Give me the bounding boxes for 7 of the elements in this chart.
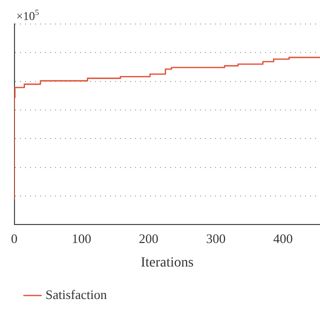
x-tick-label: 100 (72, 230, 92, 246)
x-axis-title: Iterations (140, 255, 194, 270)
legend-label: Satisfaction (46, 286, 108, 302)
x-tick-label: 200 (138, 230, 158, 246)
x-tick-label: 400 (273, 230, 293, 246)
x-tick-label: 0 (11, 230, 18, 246)
x-tick-label: 300 (206, 230, 226, 246)
